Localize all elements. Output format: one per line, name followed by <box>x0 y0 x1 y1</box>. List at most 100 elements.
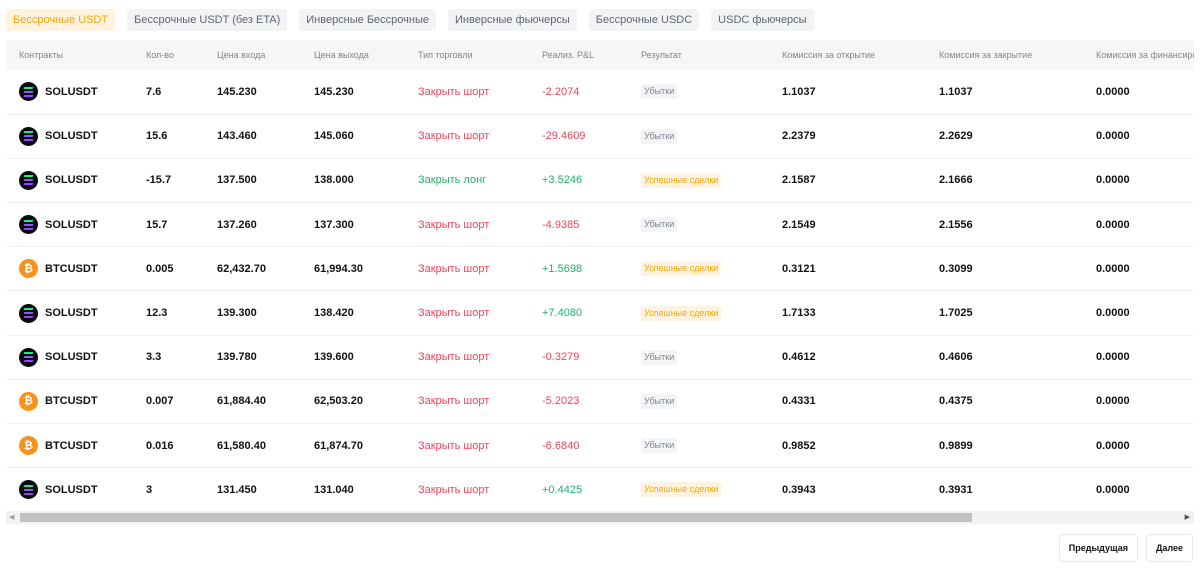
col-header-trade-type: Тип торговли <box>418 50 473 60</box>
cell-close-fee: 0.3931 <box>939 483 973 496</box>
cell-entry-price: 61,884.40 <box>217 395 266 408</box>
cell-contract[interactable]: ₿ BTCUSDT <box>6 247 133 291</box>
cell-contract[interactable]: SOLUSDT <box>6 335 133 379</box>
cell-funding-fee: 0.0000 <box>1096 483 1130 496</box>
contract-symbol: SOLUSDT <box>45 130 98 143</box>
contract-symbol: BTCUSDT <box>45 439 98 452</box>
cell-funding-fee: 0.0000 <box>1096 395 1130 408</box>
cell-realized-pnl: -2.2074 <box>542 85 580 98</box>
result-badge: Успешные сделки <box>641 305 722 321</box>
solana-icon <box>19 215 38 235</box>
cell-close-fee: 2.1666 <box>939 174 973 187</box>
tab-inverse-perpetual[interactable]: Инверсные Бессрочные <box>299 9 437 31</box>
col-header-close-fee: Комиссия за закрытие <box>939 50 1033 60</box>
cell-contract[interactable]: SOLUSDT <box>6 203 133 247</box>
cell-close-fee: 1.1037 <box>939 85 973 98</box>
trades-table: Контракты Кол-во Цена входа Цена выхода … <box>6 40 1194 508</box>
cell-open-fee: 0.9852 <box>782 439 816 452</box>
cell-contract[interactable]: SOLUSDT <box>6 158 133 202</box>
cell-open-fee: 0.4612 <box>782 351 816 364</box>
solana-icon <box>19 126 38 146</box>
result-badge: Успешные сделки <box>641 261 722 277</box>
contract-symbol: BTCUSDT <box>45 262 98 275</box>
col-header-funding-fee: Комиссия за финансиро <box>1096 50 1194 60</box>
cell-result: Успешные сделки <box>628 247 769 291</box>
cell-exit-price: 62,503.20 <box>314 395 363 408</box>
scrollbar-thumb[interactable] <box>20 513 972 522</box>
cell-funding-fee: 0.0000 <box>1096 307 1130 320</box>
cell-contract[interactable]: SOLUSDT <box>6 114 133 158</box>
tab-usdc-perpetual[interactable]: Бессрочные USDC <box>588 9 700 31</box>
table-header: Контракты Кол-во Цена входа Цена выхода … <box>6 40 1194 70</box>
cell-close-fee: 0.9899 <box>939 439 973 452</box>
cell-entry-price: 137.500 <box>217 174 257 187</box>
pagination: Предыдущая Далее <box>1058 534 1193 562</box>
table-row: SOLUSDT 3.3 139.780 139.600 Закрыть шорт -0.3… <box>6 335 1194 380</box>
cell-realized-pnl: -29.4609 <box>542 130 586 143</box>
scroll-left-icon[interactable]: ◀ <box>9 514 15 521</box>
result-badge: Убытки <box>641 349 678 365</box>
scroll-right-icon[interactable]: ▶ <box>1184 514 1190 521</box>
cell-entry-price: 137.260 <box>217 218 257 231</box>
cell-entry-price: 145.230 <box>217 85 257 98</box>
solana-icon <box>19 303 38 323</box>
cell-contract[interactable]: ₿ BTCUSDT <box>6 424 133 468</box>
cell-entry-price: 139.300 <box>217 307 257 320</box>
cell-realized-pnl: +1.5698 <box>542 262 583 275</box>
cell-open-fee: 1.7133 <box>782 307 816 320</box>
tab-inverse-futures[interactable]: Инверсные фьючерсы <box>448 9 577 31</box>
result-badge: Убытки <box>641 84 678 100</box>
bitcoin-symbol: ₿ <box>24 262 33 275</box>
cell-exit-price: 138.000 <box>314 174 354 187</box>
cell-open-fee: 2.1587 <box>782 174 816 187</box>
next-page-button[interactable]: Далее <box>1145 534 1193 562</box>
cell-trade-type: Закрыть шорт <box>418 262 490 275</box>
cell-realized-pnl: -4.9385 <box>542 218 580 231</box>
cell-qty: 15.6 <box>146 130 168 143</box>
cell-realized-pnl: -6.6840 <box>542 439 580 452</box>
table-row: ₿ BTCUSDT 0.005 62,432.70 61,994.30 Закрыть ш… <box>6 247 1194 291</box>
cell-contract[interactable]: SOLUSDT <box>6 70 133 114</box>
result-badge: Успешные сделки <box>641 172 722 188</box>
cell-trade-type: Закрыть шорт <box>418 130 490 143</box>
col-header-qty: Кол-во <box>146 50 174 60</box>
cell-realized-pnl: -0.3279 <box>542 351 580 364</box>
horizontal-scrollbar[interactable]: ◀ ▶ <box>6 511 1194 524</box>
cell-result: Убытки <box>628 114 769 158</box>
cell-contract[interactable]: SOLUSDT <box>6 291 133 335</box>
cell-realized-pnl: -5.2023 <box>542 395 580 408</box>
solana-icon <box>19 82 38 102</box>
table-row: ₿ BTCUSDT 0.016 61,580.40 61,874.70 Закрыть ш… <box>6 424 1194 468</box>
table-row: SOLUSDT 7.6 145.230 145.230 Закрыть шорт -2.2… <box>6 70 1194 115</box>
prev-page-button[interactable]: Предыдущая <box>1058 534 1138 562</box>
cell-qty: 0.016 <box>146 439 174 452</box>
cell-contract[interactable]: ₿ BTCUSDT <box>6 379 133 423</box>
col-header-entry-price: Цена входа <box>217 50 266 60</box>
cell-exit-price: 139.600 <box>314 351 354 364</box>
tab-usdt-perpetual-no-eta[interactable]: Бессрочные USDT (без ETA) <box>127 9 288 31</box>
cell-entry-price: 143.460 <box>217 130 257 143</box>
cell-exit-price: 137.300 <box>314 218 354 231</box>
cell-entry-price: 139.780 <box>217 351 257 364</box>
table-row: ₿ BTCUSDT 0.007 61,884.40 62,503.20 Закрыть ш… <box>6 379 1194 424</box>
col-header-result: Результат <box>641 50 682 60</box>
cell-contract[interactable]: SOLUSDT <box>6 468 133 508</box>
tab-usdc-futures[interactable]: USDC фьючерсы <box>711 9 814 31</box>
table-row: SOLUSDT 15.7 137.260 137.300 Закрыть шорт -4.… <box>6 203 1194 247</box>
tab-usdt-perpetual[interactable]: Бессрочные USDT <box>6 9 116 31</box>
cell-qty: 15.7 <box>146 218 168 231</box>
cell-entry-price: 61,580.40 <box>217 439 266 452</box>
table-row: SOLUSDT 12.3 139.300 138.420 Закрыть шорт +7.… <box>6 291 1194 336</box>
cell-exit-price: 138.420 <box>314 307 354 320</box>
cell-realized-pnl: +3.5246 <box>542 174 583 187</box>
cell-close-fee: 2.1556 <box>939 218 973 231</box>
cell-exit-price: 145.060 <box>314 130 354 143</box>
result-badge: Убытки <box>641 393 678 409</box>
table-row: SOLUSDT 3 131.450 131.040 Закрыть шорт +0.442… <box>6 468 1194 508</box>
solana-icon <box>19 480 38 500</box>
solana-icon <box>19 170 38 190</box>
cell-realized-pnl: +7.4080 <box>542 307 583 320</box>
contract-symbol: SOLUSDT <box>45 351 98 364</box>
result-badge: Убытки <box>641 128 678 144</box>
contract-symbol: BTCUSDT <box>45 395 98 408</box>
